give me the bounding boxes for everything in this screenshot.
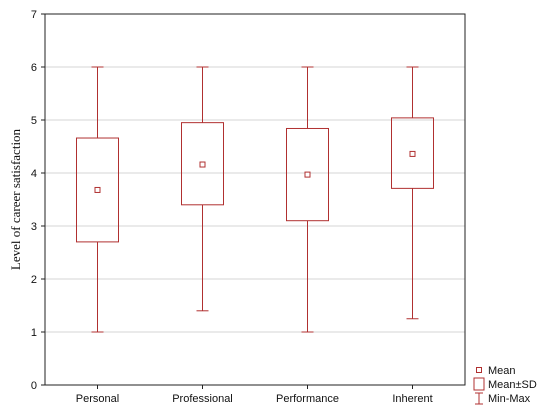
- x-tick-label: Personal: [76, 393, 119, 405]
- sd-box: [286, 127, 329, 222]
- mean-point: [304, 171, 311, 178]
- sd-box: [76, 137, 119, 243]
- y-axis: 0 1 2 3 4 5 6 7: [31, 9, 45, 392]
- y-tick-label: 1: [31, 327, 37, 339]
- plot-frame: [44, 13, 466, 386]
- legend: Mean Mean±SD Min-Max: [473, 365, 537, 405]
- y-tick-label: 0: [31, 380, 37, 392]
- box-group-professional: [181, 66, 224, 312]
- legend-mean-label: Mean: [488, 365, 516, 377]
- x-axis: Personal Professional Performance Inherent: [76, 385, 433, 405]
- legend-minmax-label: Min-Max: [488, 393, 531, 405]
- y-tick-label: 4: [31, 168, 37, 180]
- x-tick-label: Professional: [172, 393, 233, 405]
- legend-sd-icon: [473, 377, 485, 391]
- mean-point: [94, 186, 101, 193]
- y-tick-label: 7: [31, 9, 37, 21]
- plot-series: [76, 66, 434, 333]
- x-tick-label: Inherent: [392, 393, 432, 405]
- y-tick-label: 5: [31, 115, 37, 127]
- y-tick-label: 3: [31, 221, 37, 233]
- grid-lines: [45, 66, 465, 333]
- box-group-personal: [76, 66, 119, 333]
- y-tick-label: 6: [31, 62, 37, 74]
- box-group-performance: [286, 66, 329, 333]
- mean-point: [199, 161, 206, 168]
- legend-mean-icon: [476, 367, 482, 373]
- mean-point: [409, 150, 416, 157]
- y-tick-label: 2: [31, 274, 37, 286]
- sd-box: [181, 122, 224, 206]
- sd-box: [391, 117, 434, 189]
- x-tick-label: Performance: [276, 393, 339, 405]
- box-group-inherent: [391, 66, 434, 320]
- y-axis-label: Level of career satisfaction: [8, 128, 23, 270]
- legend-sd-label: Mean±SD: [488, 379, 537, 391]
